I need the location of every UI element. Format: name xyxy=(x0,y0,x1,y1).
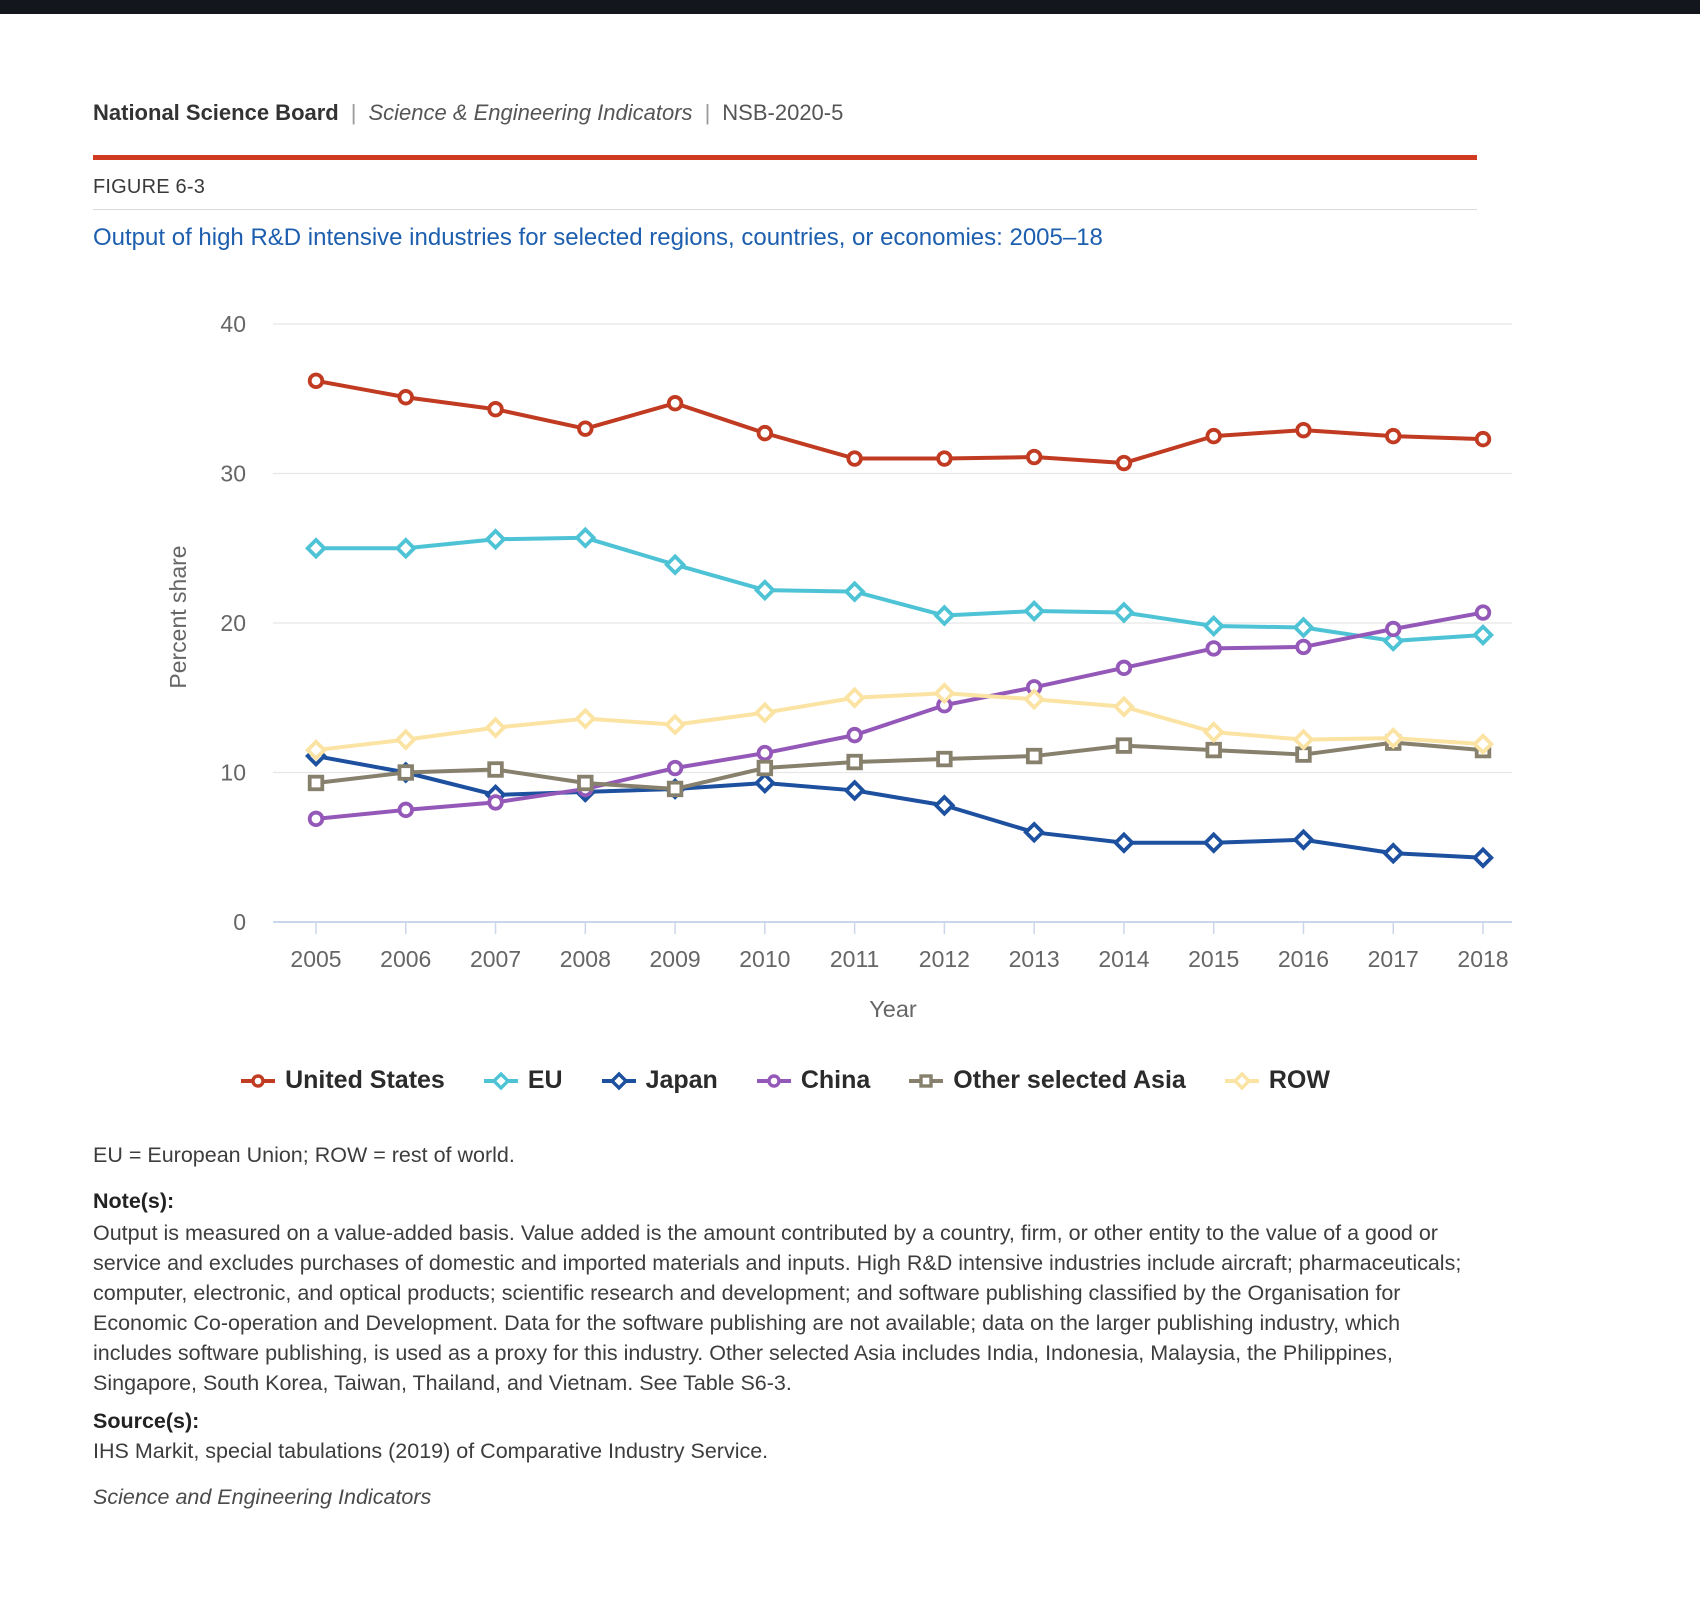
legend-label: Japan xyxy=(645,1066,718,1094)
y-axis-title: Percent share xyxy=(165,545,191,688)
legend-item-china[interactable]: China xyxy=(756,1066,870,1095)
y-tick-label-40: 40 xyxy=(220,311,246,337)
series-other-selected-asia xyxy=(307,734,1492,798)
org-name: National Science Board xyxy=(93,100,339,125)
square-marker-icon xyxy=(909,1073,944,1088)
x-axis-title: Year xyxy=(869,996,917,1022)
y-tick-label-10: 10 xyxy=(220,760,246,786)
legend-item-united-states[interactable]: United States xyxy=(240,1066,445,1095)
x-tick-label-2011: 2011 xyxy=(830,946,879,972)
diamond-marker-icon xyxy=(483,1071,518,1090)
x-tick-label-2005: 2005 xyxy=(290,946,341,972)
publication-name: Science & Engineering Indicators xyxy=(368,100,693,125)
abbreviation-note: EU = European Union; ROW = rest of world… xyxy=(93,1143,515,1167)
notes-label: Note(s): xyxy=(93,1189,175,1213)
document-header: National Science Board | Science & Enginee… xyxy=(93,100,1477,126)
source-label: Source(s): xyxy=(93,1409,200,1433)
diamond-marker-icon xyxy=(1224,1071,1259,1090)
x-tick-label-2009: 2009 xyxy=(649,946,700,972)
header-separator: | xyxy=(350,100,357,125)
header-separator: | xyxy=(704,100,711,125)
line-chart: 0 10 20 30 40 2005 2006 2007 2008 2009 2010 2011 201… xyxy=(165,311,1512,1022)
x-tick-label-2006: 2006 xyxy=(380,946,431,972)
circle-marker-icon xyxy=(756,1073,791,1088)
x-tick-label-2010: 2010 xyxy=(739,946,790,972)
y-tick-label-30: 30 xyxy=(220,461,246,487)
report-id: NSB-2020-5 xyxy=(722,100,844,125)
x-tick-label-2007: 2007 xyxy=(470,946,521,972)
circle-marker-icon xyxy=(241,1073,276,1088)
figure-label: FIGURE 6-3 xyxy=(93,176,206,198)
x-tick-label-2017: 2017 xyxy=(1368,946,1419,972)
x-tick-label-2015: 2015 xyxy=(1188,946,1239,972)
gray-divider xyxy=(93,209,1477,210)
legend-label: China xyxy=(800,1066,871,1094)
series-japan xyxy=(305,745,1494,869)
y-tick-label-20: 20 xyxy=(220,610,246,636)
x-tick-label-2013: 2013 xyxy=(1009,946,1060,972)
source-text: IHS Markit, special tabulations (2019) o… xyxy=(93,1439,769,1463)
legend-item-row[interactable]: ROW xyxy=(1224,1066,1330,1095)
y-tick-label-0: 0 xyxy=(233,909,246,935)
red-divider xyxy=(93,155,1477,160)
series-united-states xyxy=(307,372,1492,472)
series-eu xyxy=(305,526,1494,652)
legend-item-eu[interactable]: EU xyxy=(483,1066,563,1095)
series-row xyxy=(305,682,1494,762)
chart-title: Output of high R&D intensive industries … xyxy=(93,224,1103,251)
legend-item-other-selected-asia[interactable]: Other selected Asia xyxy=(908,1066,1186,1095)
x-tick-label-2014: 2014 xyxy=(1098,946,1149,972)
publication-credit: Science and Engineering Indicators xyxy=(93,1485,432,1509)
x-tick-label-2016: 2016 xyxy=(1278,946,1329,972)
legend-label: United States xyxy=(285,1066,445,1094)
x-tick-label-2018: 2018 xyxy=(1457,946,1508,972)
notes-text: Output is measured on a value-added basi… xyxy=(93,1221,1462,1395)
top-banner xyxy=(0,0,1700,14)
diamond-marker-icon xyxy=(601,1071,636,1090)
x-tick-label-2012: 2012 xyxy=(919,946,970,972)
x-tick-label-2008: 2008 xyxy=(560,946,611,972)
legend-item-japan[interactable]: Japan xyxy=(601,1066,718,1095)
legend-label: ROW xyxy=(1268,1066,1330,1094)
chart-legend: United States EU Japan China Other selected … xyxy=(93,1066,1477,1095)
legend-label: EU xyxy=(527,1066,563,1094)
legend-label: Other selected Asia xyxy=(953,1066,1186,1094)
